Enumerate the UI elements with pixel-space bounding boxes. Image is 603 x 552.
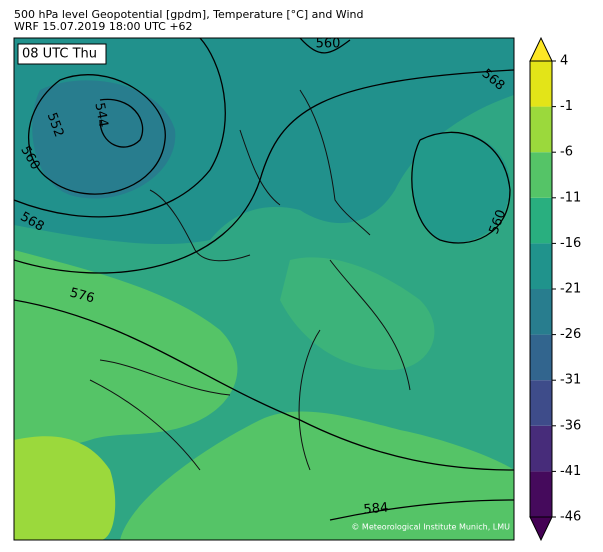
colorbar-tick-label: 4 <box>560 54 568 69</box>
colorbar-bin <box>530 243 552 289</box>
subtitle: WRF 15.07.2019 18:00 UTC +62 <box>14 20 193 33</box>
title: 500 hPa level Geopotential [gpdm], Tempe… <box>14 8 363 21</box>
contour-label: 544 <box>91 101 110 128</box>
colorbar-bin <box>530 471 552 517</box>
colorbar-tick-label: -1 <box>560 99 573 114</box>
time-label: 08 UTC Thu <box>22 47 97 62</box>
map-frame <box>13 37 515 541</box>
colorbar-tick-label: -11 <box>560 190 581 205</box>
colorbar-tick-label: -26 <box>560 327 581 342</box>
colorbar-tick-label: -46 <box>560 510 581 525</box>
colorbar-tick-label: -21 <box>560 282 581 297</box>
colorbar-bin <box>530 380 552 426</box>
colorbar-bin <box>530 197 552 244</box>
colorbar-tick-label: -41 <box>560 464 581 479</box>
map: 560 568 544 552 560 568 576 560 584 © Me… <box>14 37 514 540</box>
colorbar-tick-label: -36 <box>560 418 581 433</box>
colorbar-bin <box>530 334 552 381</box>
time-box <box>17 43 107 65</box>
colorbar-tick-label: -16 <box>560 236 581 251</box>
contour-label: 576 <box>68 286 96 307</box>
colorbar-under <box>529 516 553 542</box>
contour-label: 560 <box>316 37 341 52</box>
contour-label: 584 <box>363 500 389 517</box>
colorbar-tick-label: -6 <box>560 145 573 160</box>
colorbar-tick-label: -31 <box>560 373 581 388</box>
colorbar: -46 -41 -36 -31 -26 -21 -16 -11 -6 -1 4 <box>529 36 581 542</box>
colorbar-over <box>529 36 553 62</box>
colorbar-bin <box>530 425 552 472</box>
colorbar-bin <box>530 61 552 107</box>
credit: © Meteorological Institute Munich, LMU <box>351 523 510 532</box>
colorbar-bin <box>530 152 552 198</box>
colorbar-bin <box>530 106 552 153</box>
colorbar-bin <box>530 289 552 335</box>
